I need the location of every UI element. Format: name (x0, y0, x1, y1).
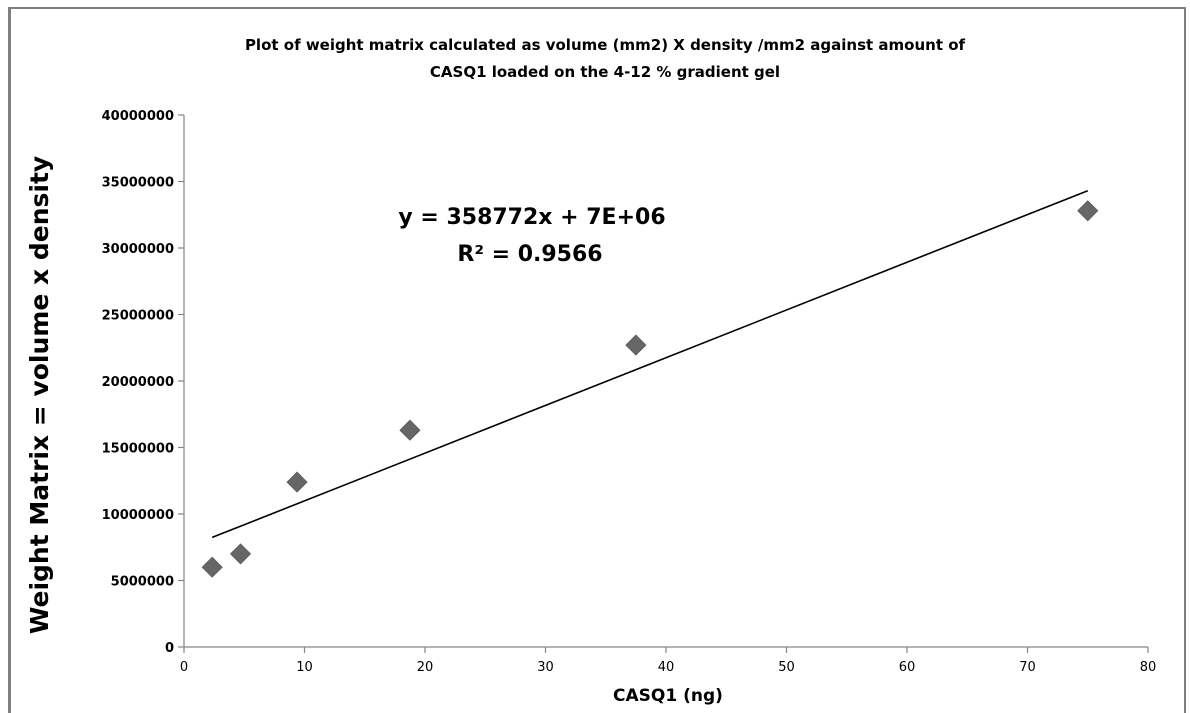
y-axis-label: Weight Matrix = volume x density (25, 156, 54, 634)
y-tick-label: 5000000 (111, 575, 174, 590)
y-tick-label: 20000000 (102, 375, 174, 390)
trendline-group (211, 189, 1089, 539)
data-point-diamond (1077, 200, 1099, 222)
y-tick-label: 35000000 (102, 176, 174, 191)
linear-trendline (211, 189, 1089, 539)
data-points (201, 200, 1099, 578)
x-tick-label: 50 (778, 660, 795, 675)
x-axis-label: CASQ1 (ng) (613, 686, 723, 706)
chart-frame (8, 7, 1186, 713)
x-tick-label: 0 (180, 660, 188, 675)
chart-title-line-2: CASQ1 loaded on the 4-12 % gradient gel (430, 63, 780, 81)
axes (178, 114, 1149, 653)
x-tick-label: 30 (537, 660, 554, 675)
data-point-diamond (229, 543, 252, 565)
x-tick-label: 20 (417, 660, 434, 675)
x-tick-label: 60 (899, 660, 916, 675)
x-tick-label: 70 (1019, 660, 1036, 675)
r-squared-label: R² = 0.9566 (457, 242, 602, 267)
chart-title-line-1: Plot of weight matrix calculated as volu… (245, 36, 966, 54)
x-tick-label: 10 (296, 660, 313, 675)
x-tick-labels: 0 10 20 30 40 50 60 70 80 (180, 660, 1156, 675)
x-tick-label: 40 (658, 660, 675, 675)
trendline-equation: y = 358772x + 7E+06 (398, 205, 665, 230)
data-point-diamond (201, 556, 223, 578)
y-tick-labels: 0 5000000 10000000 15000000 20000000 25000000… (102, 109, 174, 656)
x-tick-label: 80 (1140, 660, 1157, 675)
data-point-diamond (399, 419, 421, 441)
data-point-diamond (625, 334, 647, 356)
y-tick-label: 15000000 (102, 442, 174, 457)
y-tick-label: 0 (165, 641, 174, 656)
y-tick-label: 25000000 (102, 309, 174, 324)
data-point-diamond (286, 471, 308, 493)
y-tick-label: 30000000 (102, 242, 174, 257)
y-tick-label: 40000000 (102, 109, 174, 124)
y-tick-label: 10000000 (102, 508, 174, 523)
